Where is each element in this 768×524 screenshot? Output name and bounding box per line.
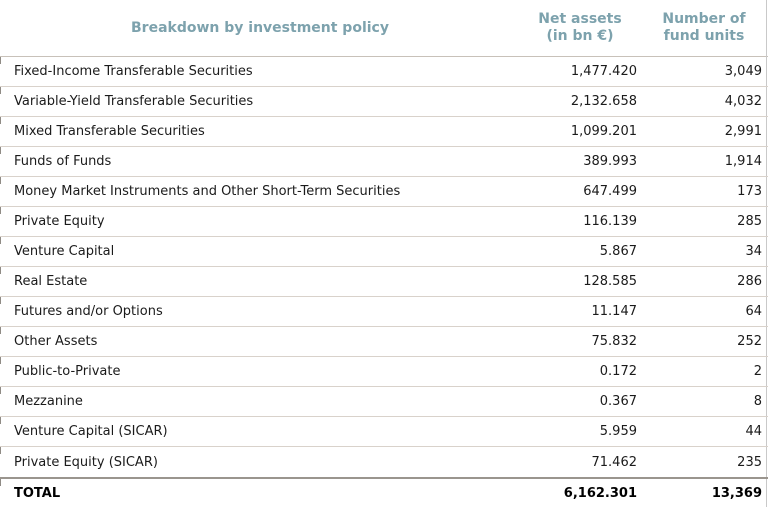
net-assets-value: 2,132.658 — [570, 94, 637, 109]
table-row: Futures and/or Options 11.147 64 — [0, 297, 768, 327]
net-assets-value: 389.993 — [583, 154, 637, 169]
fund-units-value: 8 — [753, 394, 762, 409]
fund-units-value: 3,049 — [724, 64, 762, 79]
net-assets-value: 71.462 — [591, 454, 638, 470]
table-row: Private Equity (SICAR) 71.462 235 — [0, 447, 768, 477]
table-row: Funds of Funds 389.993 1,914 — [0, 147, 768, 177]
fund-units-value: 2,991 — [724, 124, 762, 139]
table-row: Mixed Transferable Securities 1,099.201 … — [0, 117, 768, 147]
table-row: Public-to-Private 0.172 2 — [0, 357, 768, 387]
net-assets-value: 11.147 — [591, 304, 638, 319]
net-assets-value: 5.959 — [599, 424, 637, 439]
policy-name: Funds of Funds — [14, 154, 112, 169]
investment-policy-table: Breakdown by investment policy Net asset… — [0, 0, 768, 507]
policy-name: Private Equity — [14, 214, 105, 229]
net-assets-value: 0.172 — [599, 364, 637, 379]
column-header-fund-units: Number of fund units — [640, 11, 768, 45]
net-assets-value: 1,099.201 — [570, 124, 637, 139]
fund-units-header-line2: fund units — [663, 28, 745, 44]
policy-name: Other Assets — [14, 334, 98, 349]
column-header-policy: Breakdown by investment policy — [131, 19, 389, 36]
table-row: Mezzanine 0.367 8 — [0, 387, 768, 417]
net-assets-header-line1: Net assets — [538, 11, 622, 27]
fund-units-value: 285 — [737, 214, 762, 229]
table-row: Private Equity 116.139 285 — [0, 207, 768, 237]
net-assets-value: 75.832 — [591, 334, 638, 349]
net-assets-value: 647.499 — [583, 184, 637, 199]
policy-name: Mixed Transferable Securities — [14, 124, 205, 139]
fund-units-value: 1,914 — [724, 154, 762, 169]
table-row: Real Estate 128.585 286 — [0, 267, 768, 297]
column-header-net-assets: Net assets (in bn €) — [520, 11, 640, 45]
fund-units-value: 173 — [737, 184, 762, 199]
total-label: TOTAL — [14, 485, 61, 501]
fund-units-header-line1: Number of — [662, 11, 746, 27]
policy-name: Real Estate — [14, 274, 88, 289]
net-assets-value: 0.367 — [599, 394, 637, 409]
fund-units-value: 286 — [737, 274, 762, 289]
fund-units-value: 235 — [737, 454, 762, 470]
policy-name: Fixed-Income Transferable Securities — [14, 64, 253, 79]
policy-name: Public-to-Private — [14, 364, 121, 379]
fund-units-value: 2 — [753, 364, 762, 379]
policy-name: Venture Capital — [14, 244, 115, 259]
total-net-assets-value: 6,162.301 — [563, 485, 637, 501]
table-row: Venture Capital (SICAR) 5.959 44 — [0, 417, 768, 447]
net-assets-value: 5.867 — [599, 244, 637, 259]
fund-units-value: 252 — [737, 334, 762, 349]
table-row: Money Market Instruments and Other Short… — [0, 177, 768, 207]
net-assets-value: 128.585 — [583, 274, 637, 289]
policy-name: Variable-Yield Transferable Securities — [14, 94, 254, 109]
policy-name: Money Market Instruments and Other Short… — [14, 184, 401, 199]
net-assets-header-line2: (in bn €) — [546, 28, 614, 44]
table-row: Variable-Yield Transferable Securities 2… — [0, 87, 768, 117]
table-total-row: TOTAL 6,162.301 13,369 — [0, 477, 768, 507]
table-body: Fixed-Income Transferable Securities 1,4… — [0, 57, 768, 507]
fund-units-value: 44 — [745, 424, 762, 439]
net-assets-value: 1,477.420 — [570, 64, 637, 79]
table-right-border — [766, 0, 767, 507]
policy-name: Futures and/or Options — [14, 304, 163, 319]
table-row: Venture Capital 5.867 34 — [0, 237, 768, 267]
policy-name: Private Equity (SICAR) — [14, 454, 158, 470]
policy-name: Mezzanine — [14, 394, 83, 409]
total-fund-units-value: 13,369 — [711, 485, 762, 501]
fund-units-value: 34 — [745, 244, 762, 259]
table-header-row: Breakdown by investment policy Net asset… — [0, 0, 768, 57]
fund-units-value: 64 — [745, 304, 762, 319]
table-row: Fixed-Income Transferable Securities 1,4… — [0, 57, 768, 87]
table-row: Other Assets 75.832 252 — [0, 327, 768, 357]
net-assets-value: 116.139 — [583, 214, 637, 229]
fund-units-value: 4,032 — [724, 94, 762, 109]
policy-name: Venture Capital (SICAR) — [14, 424, 168, 439]
